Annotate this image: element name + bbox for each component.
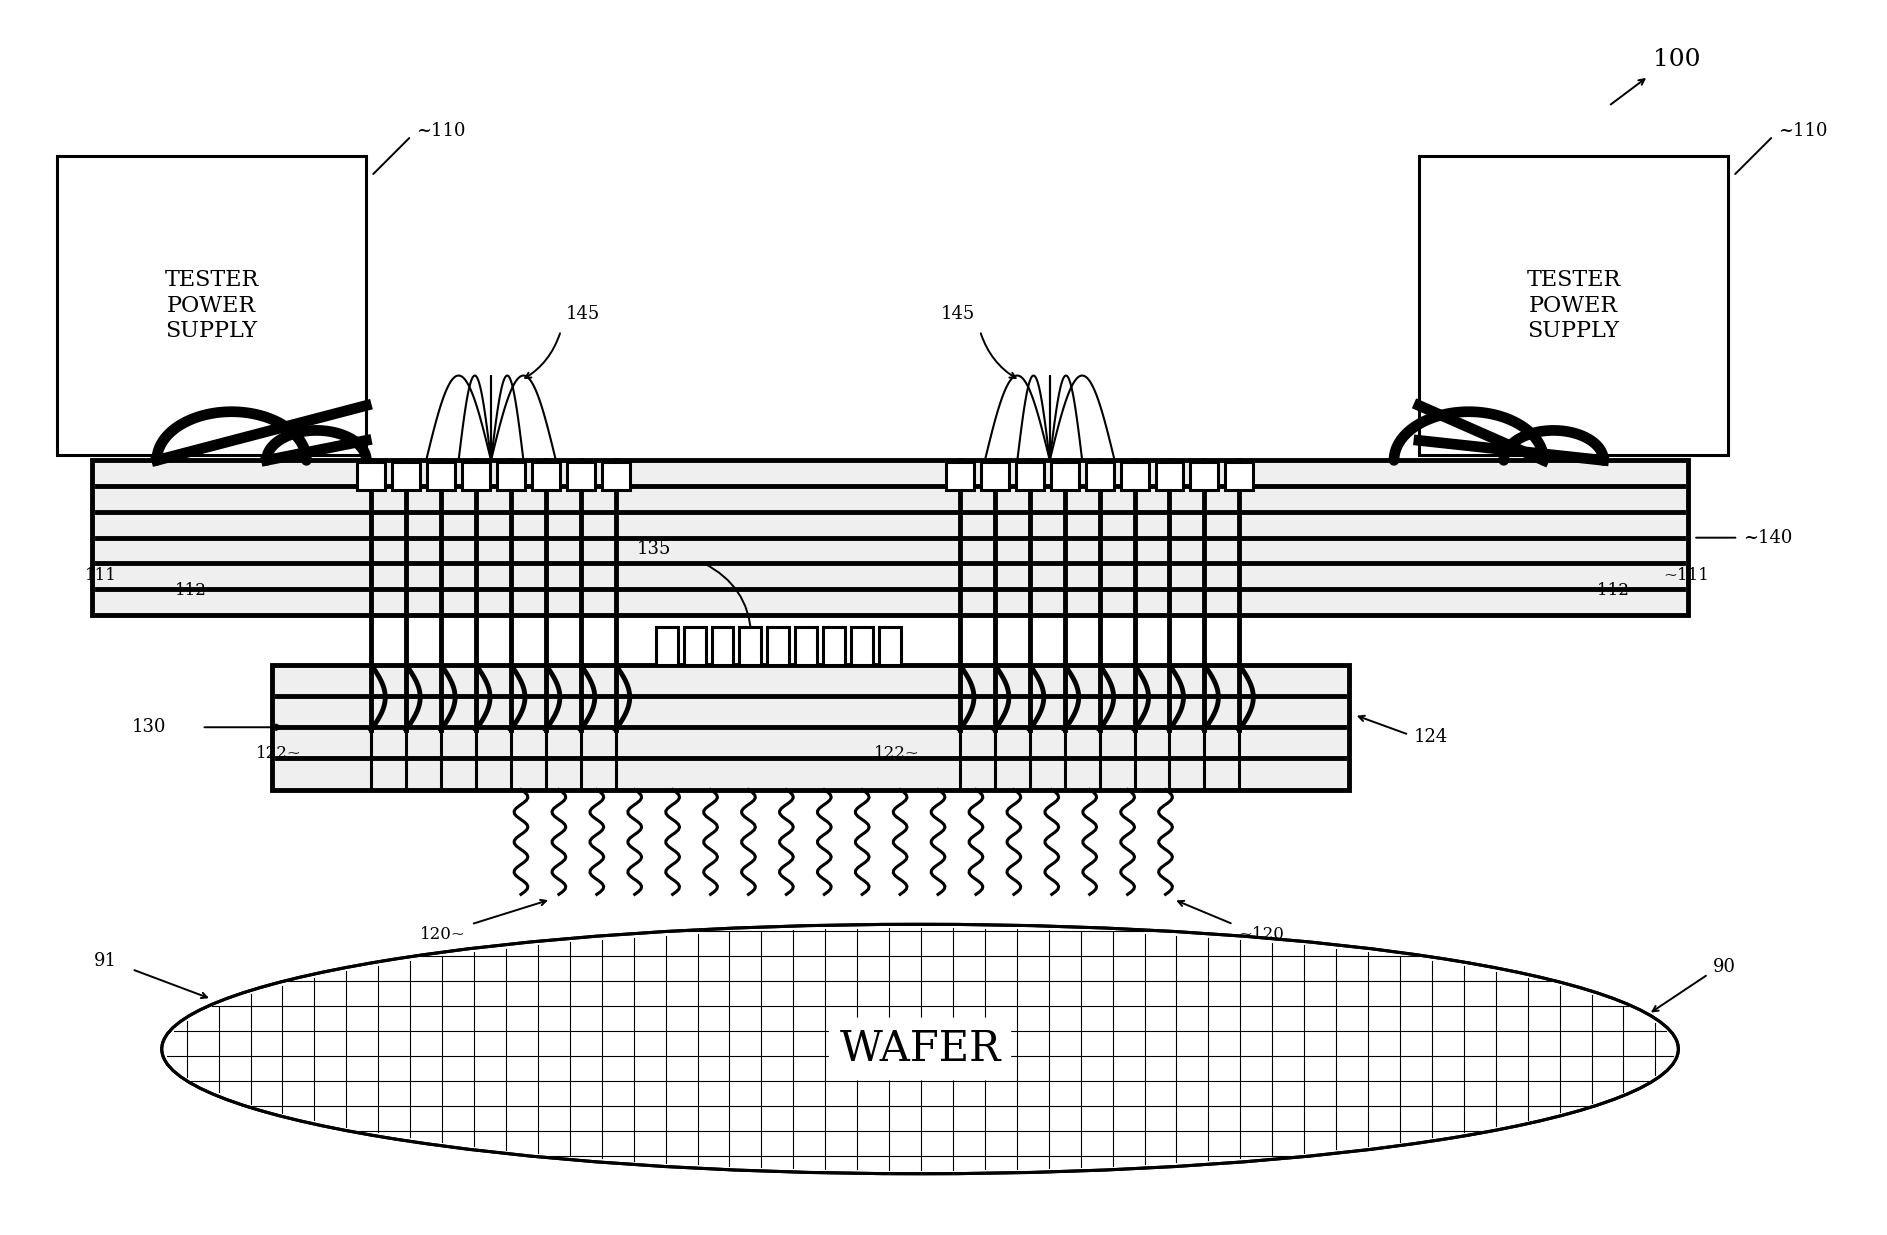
Bar <box>1085 462 1113 490</box>
Text: ~120: ~120 <box>1238 926 1285 944</box>
Text: 122~: 122~ <box>255 745 302 762</box>
Bar <box>1419 156 1728 456</box>
Bar <box>1155 462 1183 490</box>
Bar <box>981 462 1010 490</box>
Text: TESTER
POWER
SUPPLY: TESTER POWER SUPPLY <box>1527 269 1621 342</box>
Bar <box>426 462 455 490</box>
Bar <box>1015 462 1044 490</box>
Bar <box>566 462 594 490</box>
Text: ~112: ~112 <box>1583 582 1630 599</box>
Bar <box>711 627 734 664</box>
Bar <box>1121 462 1149 490</box>
Bar <box>1051 462 1079 490</box>
Bar <box>1191 462 1219 490</box>
Bar <box>851 627 874 664</box>
Bar <box>92 461 1689 615</box>
Text: 135: 135 <box>638 540 672 558</box>
Bar <box>357 462 385 490</box>
Bar <box>602 462 630 490</box>
Text: ~111: ~111 <box>1662 567 1710 584</box>
Text: 145: 145 <box>566 305 600 322</box>
Text: 111: 111 <box>85 567 117 584</box>
Bar <box>496 462 525 490</box>
Bar <box>392 462 421 490</box>
Bar <box>272 664 1349 789</box>
Bar <box>823 627 845 664</box>
Text: ~110: ~110 <box>417 122 466 140</box>
Bar <box>57 156 366 456</box>
Text: 122~: 122~ <box>874 745 921 762</box>
Ellipse shape <box>162 924 1678 1173</box>
Bar <box>945 462 974 490</box>
Text: ~110: ~110 <box>1778 122 1829 140</box>
Bar <box>532 462 560 490</box>
Bar <box>683 627 706 664</box>
Text: 100: 100 <box>1653 48 1700 72</box>
Text: TESTER
POWER
SUPPLY: TESTER POWER SUPPLY <box>164 269 259 342</box>
Bar <box>740 627 762 664</box>
Text: 112: 112 <box>175 582 208 599</box>
Text: WAFER: WAFER <box>840 1028 1000 1070</box>
Text: 130: 130 <box>132 719 166 736</box>
Text: 124: 124 <box>1413 727 1447 746</box>
Bar <box>879 627 902 664</box>
Text: 145: 145 <box>942 305 976 322</box>
Text: 91: 91 <box>94 952 117 971</box>
Text: 90: 90 <box>1713 958 1736 976</box>
Bar <box>462 462 491 490</box>
Bar <box>768 627 789 664</box>
Text: 120~: 120~ <box>421 926 466 944</box>
Text: ~140: ~140 <box>1744 529 1793 547</box>
Bar <box>655 627 677 664</box>
Bar <box>1225 462 1253 490</box>
Bar <box>794 627 817 664</box>
